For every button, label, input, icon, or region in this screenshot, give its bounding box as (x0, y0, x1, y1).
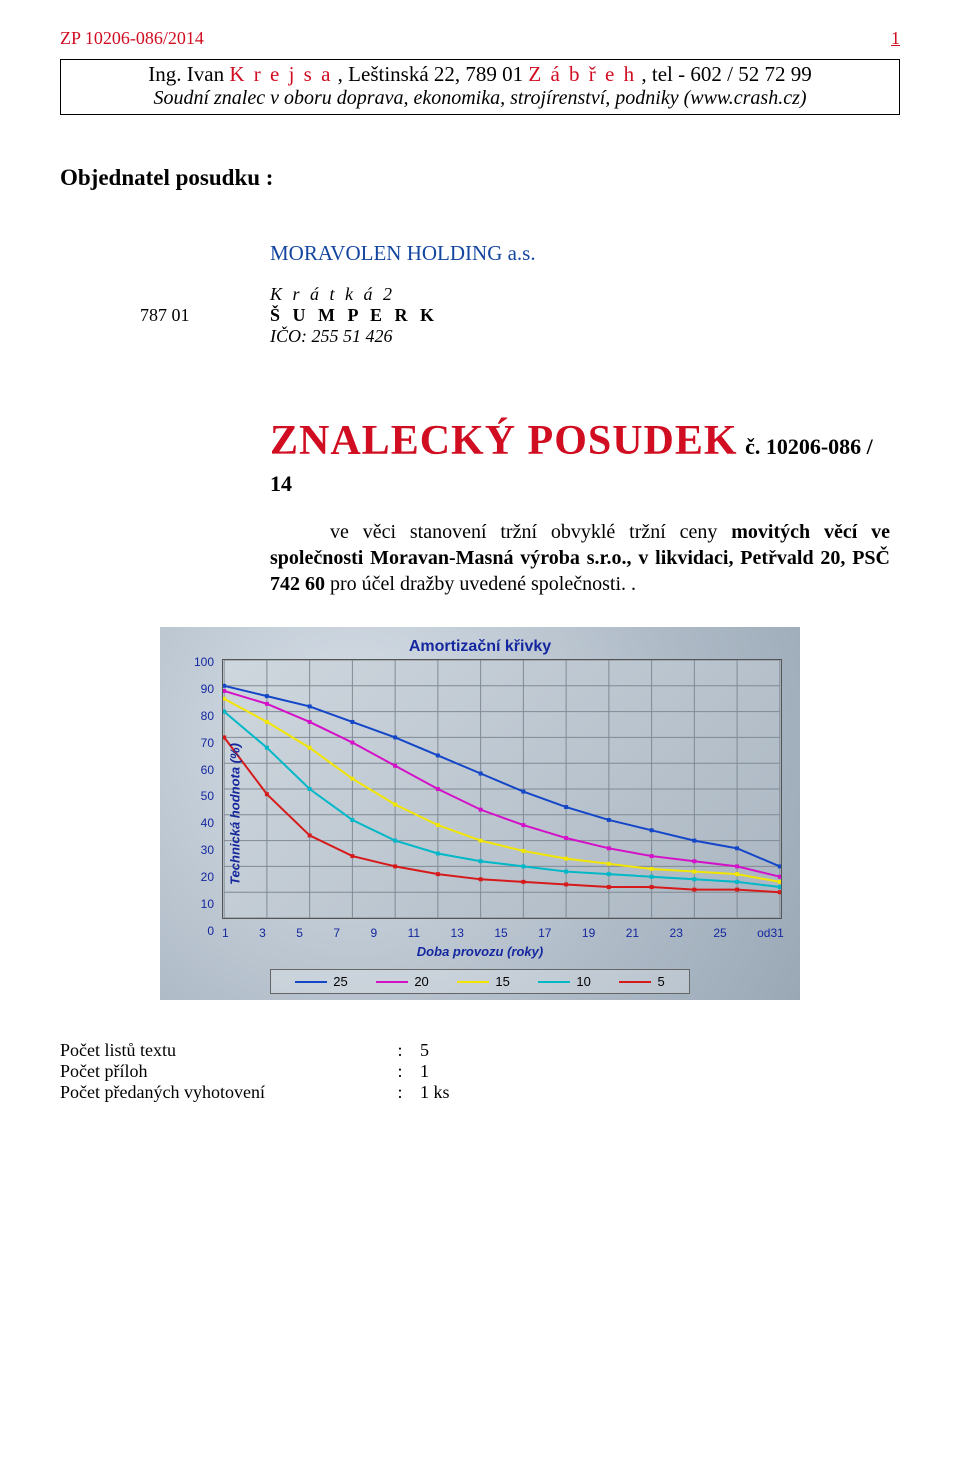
amortization-chart: Amortizační křivky Technická hodnota (%)… (160, 627, 800, 1000)
company-zip: 787 01 (140, 305, 190, 326)
footer-row: Počet předaných vyhotovení:1 ks (60, 1082, 900, 1103)
footer-counts: Počet listů textu:5Počet příloh:1Počet p… (60, 1040, 900, 1103)
footer-row: Počet příloh:1 (60, 1061, 900, 1082)
page-number: 1 (891, 28, 900, 49)
company-ico: IČO: 255 51 426 (270, 326, 900, 347)
company-street: K r á t k á 2 (270, 284, 900, 305)
chart-legend: 25 20 15 10 5 (270, 969, 690, 994)
legend-item: 15 (457, 974, 509, 989)
legend-item: 25 (295, 974, 347, 989)
legend-item: 5 (619, 974, 664, 989)
chart-ylabel: Technická hodnota (%) (227, 743, 242, 885)
legend-item: 10 (538, 974, 590, 989)
chart-yticks: 1009080706050403020100 (190, 655, 214, 938)
chart-plot (222, 659, 782, 919)
author-city: Z á b ř e h (528, 62, 636, 86)
chart-xticks: 135791113151719212325od31 (222, 924, 784, 942)
letterhead-line1: Ing. Ivan K r e j s a , Leštinská 22, 78… (71, 62, 889, 87)
document-title: ZNALECKÝ POSUDEK č. 10206-086 / 14 (270, 417, 900, 499)
doc-ref: ZP 10206-086/2014 (60, 28, 204, 49)
footer-row: Počet listů textu:5 (60, 1040, 900, 1061)
page-header-row: ZP 10206-086/2014 1 (60, 28, 900, 49)
company-city: Š U M P E R K (270, 305, 438, 326)
author-name: K r e j s a (229, 62, 332, 86)
letterhead-box: Ing. Ivan K r e j s a , Leštinská 22, 78… (60, 59, 900, 115)
legend-item: 20 (376, 974, 428, 989)
letterhead-line2: Soudní znalec v oboru doprava, ekonomika… (71, 87, 889, 110)
chart-title: Amortizační křivky (166, 633, 794, 659)
company-block: MORAVOLEN HOLDING a.s. K r á t k á 2 787… (270, 241, 900, 347)
title-main: ZNALECKÝ POSUDEK (270, 418, 738, 464)
chart-xlabel: Doba provozu (roky) (166, 942, 794, 963)
company-name: MORAVOLEN HOLDING a.s. (270, 241, 900, 266)
section-orderer: Objednatel posudku : (60, 165, 900, 191)
body-paragraph: ve věci stanovení tržní obvyklé tržní ce… (270, 519, 890, 597)
